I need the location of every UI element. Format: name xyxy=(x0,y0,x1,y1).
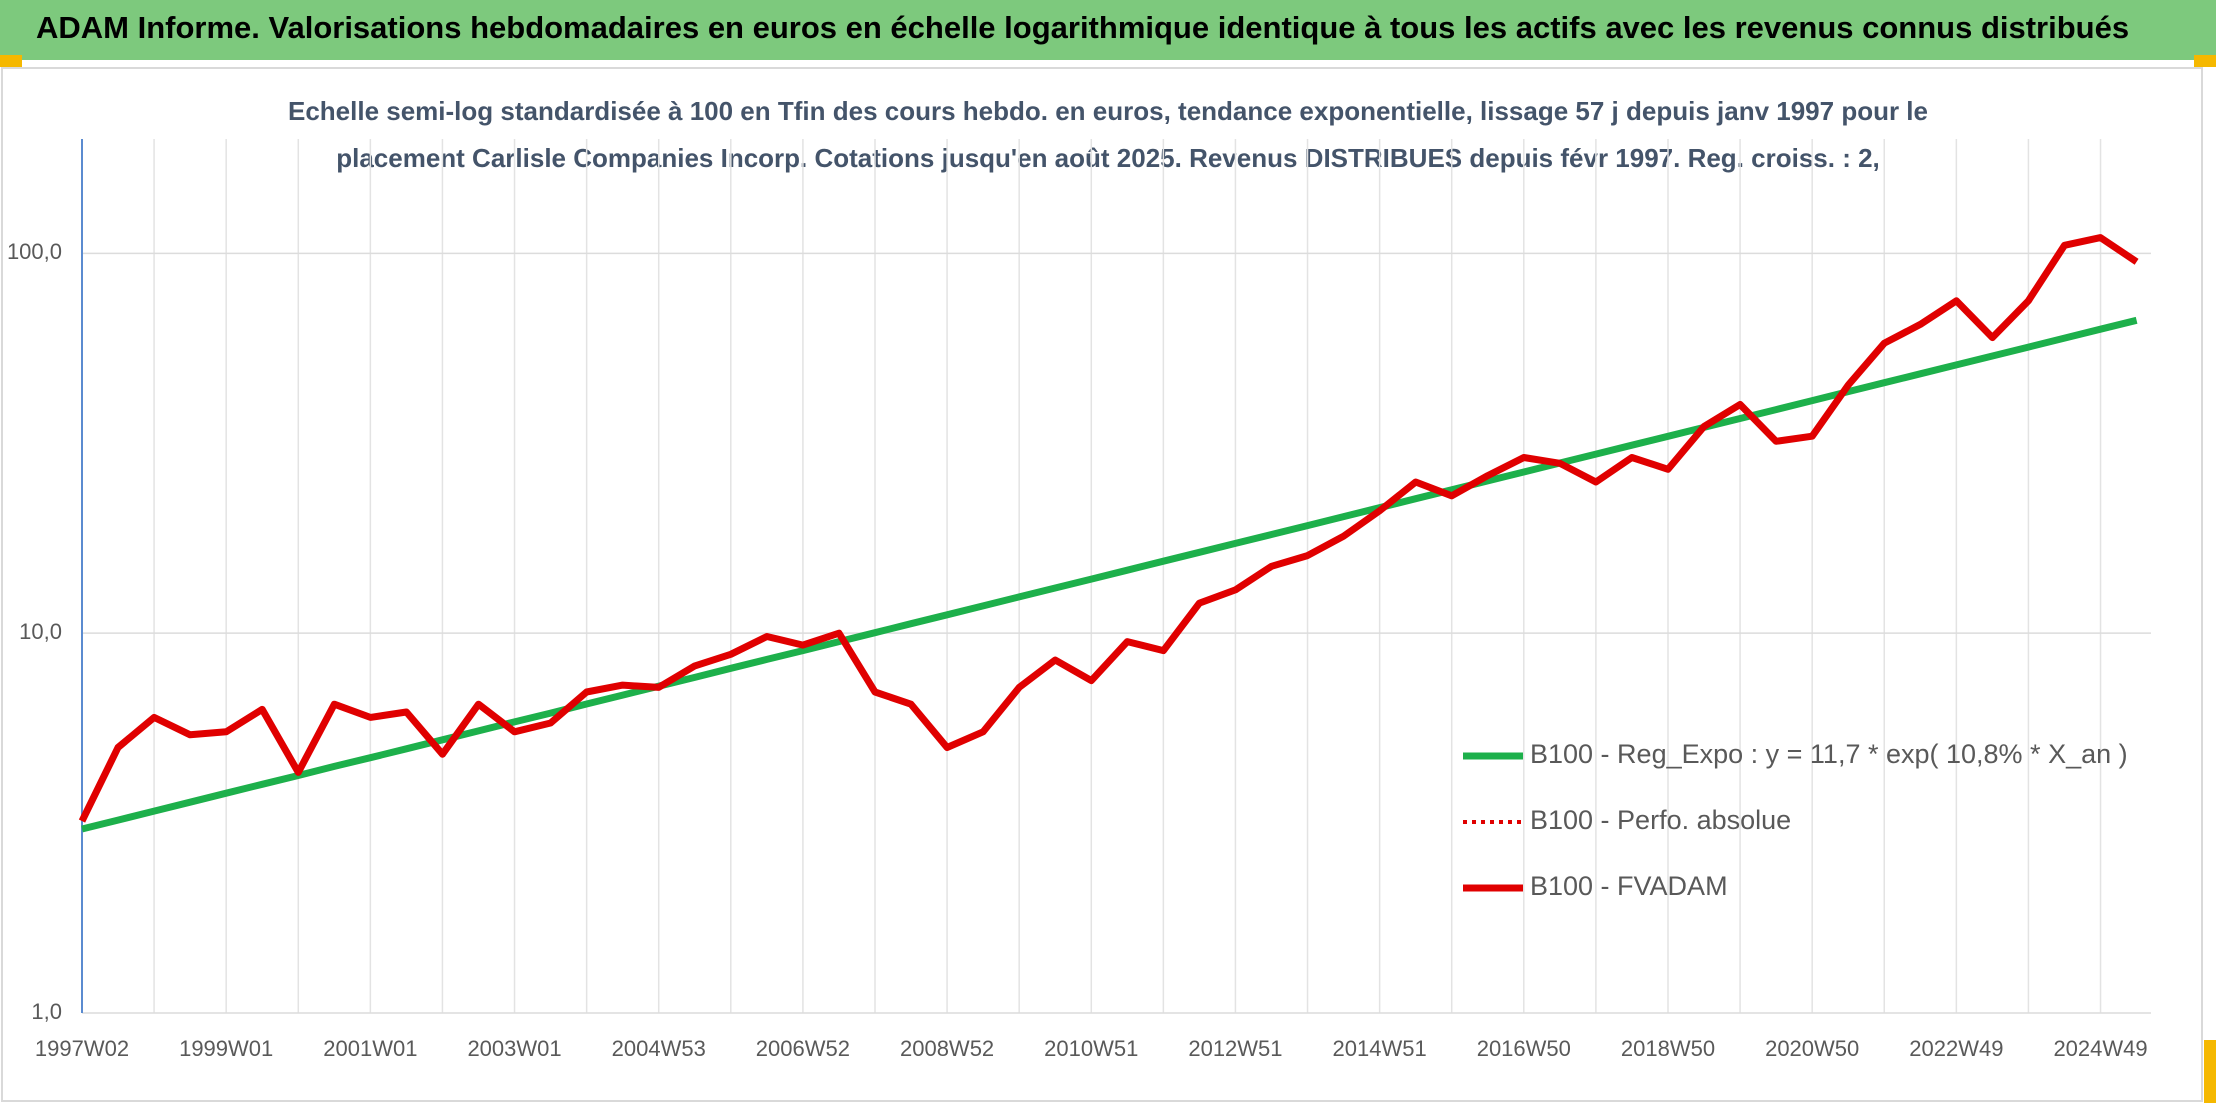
x-tick-label: 2003W01 xyxy=(467,1036,561,1061)
x-tick-label: 1999W01 xyxy=(179,1036,273,1061)
series-line xyxy=(81,316,2138,833)
x-tick-label: 2024W49 xyxy=(2053,1036,2147,1061)
x-tick-label: 2022W49 xyxy=(1909,1036,2003,1061)
corner-marker xyxy=(0,55,22,67)
corner-marker xyxy=(2194,55,2216,67)
chart-frame xyxy=(1,67,2203,1102)
x-tick-label: 2020W50 xyxy=(1765,1036,1859,1061)
banner-title: ADAM Informe. Valorisations hebdomadaire… xyxy=(36,10,2129,45)
banner xyxy=(0,0,2216,60)
x-tick-label: 2018W50 xyxy=(1621,1036,1715,1061)
x-tick-label: 2008W52 xyxy=(900,1036,994,1061)
x-tick-label: 2004W53 xyxy=(612,1036,706,1061)
corner-marker xyxy=(2204,1040,2216,1103)
chart-title: placement Carlisle Companies Incorp. Cot… xyxy=(336,143,1880,173)
legend-label: B100 - Reg_Expo : y = 11,7 * exp( 10,8% … xyxy=(1530,739,2128,769)
legend-label: B100 - FVADAM xyxy=(1530,871,1728,901)
x-tick-label: 2016W50 xyxy=(1477,1036,1571,1061)
x-tick-label: 1997W02 xyxy=(35,1036,129,1061)
x-tick-label: 2014W51 xyxy=(1333,1036,1427,1061)
x-tick-label: 2001W01 xyxy=(323,1036,417,1061)
x-tick-label: 2012W51 xyxy=(1188,1036,1282,1061)
y-tick-label: 10,0 xyxy=(19,619,62,644)
x-tick-label: 2006W52 xyxy=(756,1036,850,1061)
series-line xyxy=(78,234,2139,823)
chart-title: Echelle semi-log standardisée à 100 en T… xyxy=(288,96,1928,126)
x-tick-label: 2010W51 xyxy=(1044,1036,1138,1061)
y-tick-label: 100,0 xyxy=(7,239,62,264)
y-tick-label: 1,0 xyxy=(31,999,62,1024)
legend-label: B100 - Perfo. absolue xyxy=(1530,805,1791,835)
